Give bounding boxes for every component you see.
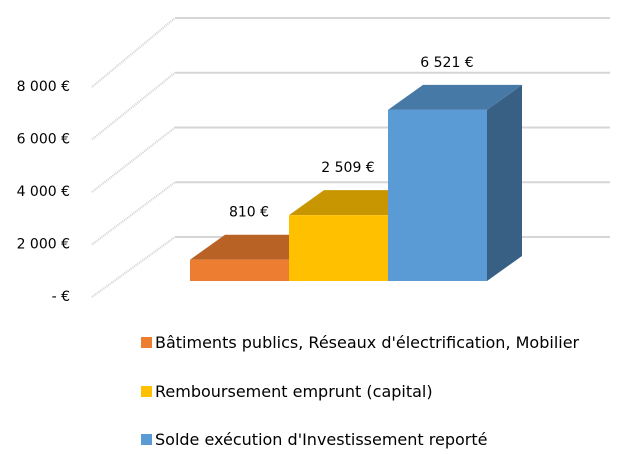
grid-line (91, 181, 176, 246)
legend-item: Bâtiments publics, Réseaux d'électrifica… (141, 331, 611, 355)
y-tick-label: 4 000 € (17, 184, 70, 200)
legend-item: Remboursement emprunt (capital) (141, 380, 611, 404)
value-label: 6 521 € (420, 55, 473, 71)
legend-item: Solde exécution d'Investissement reporté (141, 428, 611, 452)
value-label: 2 509 € (321, 160, 374, 176)
legend-label: Bâtiments publics, Réseaux d'électrifica… (155, 333, 580, 352)
bar (289, 215, 388, 281)
legend-swatch (141, 434, 152, 445)
value-label: 810 € (229, 205, 269, 221)
grid-line (91, 17, 176, 88)
y-tick-label: 2 000 € (17, 237, 70, 253)
bar-side (487, 84, 522, 281)
bar-top (388, 84, 522, 110)
legend-swatch (141, 337, 152, 348)
bar (388, 109, 487, 281)
legend-label: Remboursement emprunt (capital) (155, 382, 433, 401)
grid-line (91, 236, 176, 298)
legend-swatch (141, 386, 152, 397)
y-tick-label: - € (52, 289, 70, 305)
grid-line (91, 126, 176, 193)
legend-label: Solde exécution d'Investissement reporté (155, 430, 488, 449)
grid-line (91, 71, 176, 141)
y-tick-label: 8 000 € (17, 79, 70, 95)
y-tick-label: 6 000 € (17, 132, 70, 148)
bar (190, 259, 289, 281)
